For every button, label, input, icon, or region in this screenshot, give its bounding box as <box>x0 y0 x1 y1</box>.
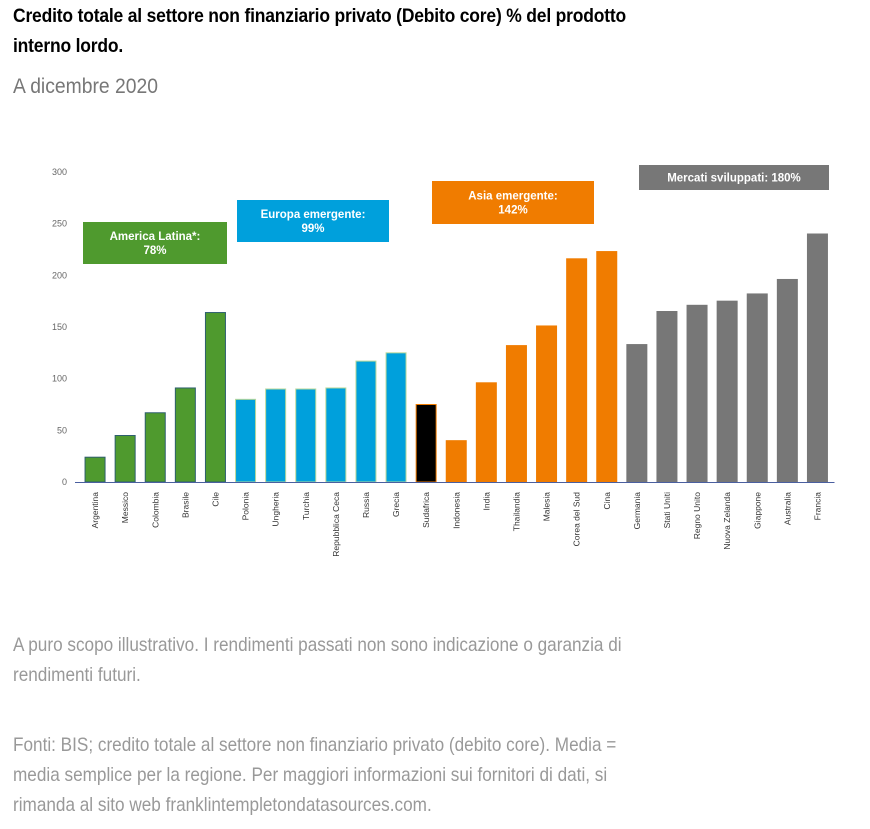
bar-germania <box>626 344 648 483</box>
bar-repubblica-ceca <box>325 387 347 483</box>
bar-giappone <box>746 293 768 483</box>
bar-indonesia <box>445 440 467 483</box>
x-tick-label: Ungheria <box>271 492 281 527</box>
x-tick-label: Nuova Zelanda <box>722 492 732 550</box>
title-line-1: Credito totale al settore non finanziari… <box>13 6 627 27</box>
bar-chart: 0 50 100 150 200 250 300 Argentina Messico Colom… <box>52 165 835 557</box>
x-tick-label: Sudafrica <box>421 492 431 528</box>
x-tick-label: Cina <box>602 492 612 510</box>
bar-argentina <box>84 456 106 483</box>
bar-cile <box>204 312 226 483</box>
annotation-europa-emergente: Europa emergente: 99% <box>237 200 389 242</box>
bar-turchia <box>295 388 317 483</box>
annotation-box <box>432 181 594 224</box>
sources-line-2: media semplice per la regione. Per maggi… <box>13 764 608 786</box>
annotation-text: 78% <box>143 245 166 257</box>
bar-australia <box>776 278 798 483</box>
y-tick-label: 200 <box>52 270 67 280</box>
y-tick-label: 150 <box>52 322 67 332</box>
x-tick-label: Russia <box>361 492 371 518</box>
x-tick-label: Argentina <box>90 492 100 529</box>
x-tick-label: Malesia <box>542 492 552 522</box>
title-line-2: interno lordo. <box>13 36 124 57</box>
x-tick-label: Corea del Sud <box>572 492 582 547</box>
annotation-mercati-sviluppati: Mercati sviluppati: 180% <box>639 165 829 190</box>
annotation-box <box>639 165 829 190</box>
bar-russia <box>355 360 377 483</box>
x-tick-label: Colombia <box>150 492 160 528</box>
bar-cina <box>596 251 618 483</box>
annotation-box <box>83 222 227 264</box>
y-tick-label: 250 <box>52 219 67 229</box>
group-annotations: America Latina*: 78% Europa emergente: 99% A… <box>83 165 829 264</box>
y-tick-label: 300 <box>52 167 67 177</box>
sources-line-3: rimanda al sito web franklintempletondat… <box>13 794 432 816</box>
x-tick-label: Australia <box>782 492 792 525</box>
y-tick-label: 100 <box>52 374 67 384</box>
bar-thailandia <box>505 345 527 483</box>
disclaimer-line-2: rendimenti futuri. <box>13 664 141 686</box>
disclaimer: A puro scopo illustrativo. I rendimenti … <box>13 630 870 690</box>
x-tick-label: Regno Unito <box>692 492 702 540</box>
x-tick-label: Giappone <box>752 492 762 529</box>
bar-messico <box>114 435 136 483</box>
bar-brasile <box>174 387 196 483</box>
annotation-text: America Latina*: <box>110 231 201 243</box>
bar-sudafrica <box>415 404 437 483</box>
x-tick-label: Thailandia <box>511 492 521 531</box>
x-tick-label: India <box>481 492 491 511</box>
disclaimer-line-1: A puro scopo illustrativo. I rendimenti … <box>13 634 622 656</box>
annotation-text: Europa emergente: <box>261 209 366 221</box>
bar-colombia <box>144 412 166 483</box>
x-tick-label: Turchia <box>301 492 311 520</box>
x-tick-label: Brasile <box>180 492 190 518</box>
bar-francia <box>806 233 828 483</box>
y-axis: 0 50 100 150 200 250 300 <box>52 167 67 487</box>
y-tick-label: 0 <box>62 477 67 487</box>
x-tick-label: Polonia <box>241 492 251 521</box>
bar-stati-uniti <box>656 311 678 483</box>
x-tick-label: Indonesia <box>451 492 461 529</box>
bar-grecia <box>385 352 407 483</box>
annotation-text: Mercati sviluppati: 180% <box>667 173 801 185</box>
bar-polonia <box>235 398 257 483</box>
annotation-text: 99% <box>301 223 324 235</box>
chart-subtitle: A dicembre 2020 <box>13 75 159 98</box>
x-axis-labels: Argentina Messico Colombia Brasile Cile Polon… <box>90 492 822 557</box>
annotation-text: 142% <box>498 205 527 217</box>
bar-corea-del-sud <box>566 258 588 483</box>
sources-note: Fonti: BIS; credito totale al settore no… <box>13 730 870 820</box>
annotation-box <box>237 200 389 242</box>
x-tick-label: Repubblica Ceca <box>331 492 341 557</box>
bar-ungheria <box>265 388 287 483</box>
x-tick-label: Germania <box>632 492 642 530</box>
y-tick-label: 50 <box>57 425 67 435</box>
x-tick-label: Grecia <box>391 492 401 517</box>
annotation-asia-emergente: Asia emergente: 142% <box>432 181 594 224</box>
bar-regno-unito <box>686 304 708 483</box>
x-tick-label: Messico <box>120 492 130 523</box>
x-tick-label: Cile <box>210 492 220 507</box>
x-tick-label: Stati Uniti <box>662 492 672 528</box>
sources-line-1: Fonti: BIS; credito totale al settore no… <box>13 734 617 756</box>
bars <box>84 233 828 483</box>
annotation-america-latina: America Latina*: 78% <box>83 222 227 264</box>
bar-malesia <box>536 325 558 483</box>
x-tick-label: Francia <box>812 492 822 521</box>
bar-india <box>475 382 497 483</box>
chart-title: Credito totale al settore non finanziari… <box>13 2 841 62</box>
bar-nuova-zelanda <box>716 300 738 483</box>
annotation-text: Asia emergente: <box>468 191 557 203</box>
